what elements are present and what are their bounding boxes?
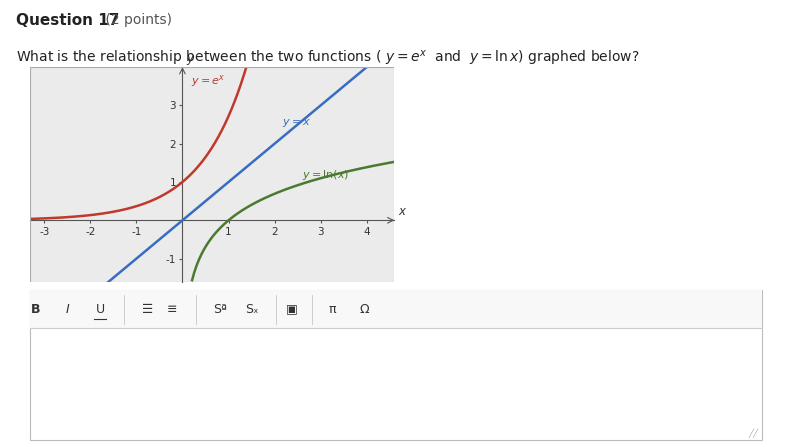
Text: ╱╱: ╱╱ [749,428,758,438]
Text: B: B [31,303,41,316]
Text: x: x [398,205,405,219]
Text: ▣: ▣ [286,303,298,316]
Text: $y=x$: $y=x$ [282,117,310,129]
Text: $y=\ln(x)$: $y=\ln(x)$ [302,168,350,182]
Text: U: U [95,303,105,316]
Text: π: π [328,303,336,316]
Text: ≡: ≡ [166,303,178,316]
Text: Sª: Sª [213,303,227,316]
Text: I: I [66,303,70,316]
Text: Ω: Ω [359,303,369,316]
Text: Question 17: Question 17 [16,13,119,29]
Text: ☰: ☰ [142,303,154,316]
Text: (2 points): (2 points) [101,13,172,27]
Bar [30,67,394,282]
Text: $y=e^x$: $y=e^x$ [190,73,226,89]
Text: What is the relationship between the two functions ( $y=e^x$  and  $y=\ln x$) gr: What is the relationship between the two… [16,49,639,68]
Text: Sₓ: Sₓ [246,303,258,316]
Text: y: y [186,52,193,65]
